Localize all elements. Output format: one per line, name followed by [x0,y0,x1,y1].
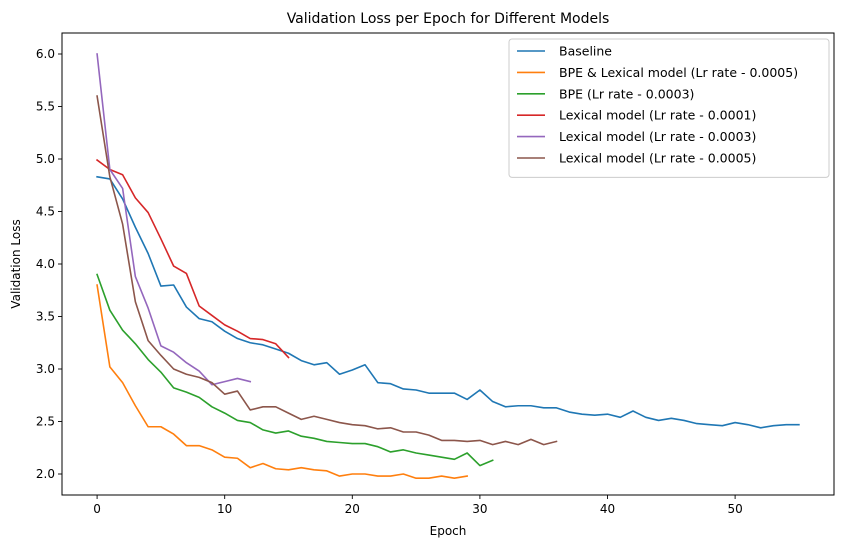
series-line-4 [96,53,252,386]
y-axis-label: Validation Loss [9,219,23,308]
legend-label-0: Baseline [559,44,612,59]
x-tick-label: 30 [472,502,487,516]
legend-label-2: BPE (Lr rate - 0.0003) [559,86,694,101]
y-tick-label: 4.5 [36,205,55,219]
x-tick-label: 0 [93,502,101,516]
legend-label-4: Lexical model (Lr rate - 0.0003) [559,129,756,144]
y-tick-label: 4.0 [36,257,55,271]
series-line-2 [96,273,494,467]
series-line-3 [95,158,290,359]
legend-label-5: Lexical model (Lr rate - 0.0005) [559,151,756,166]
chart-title: Validation Loss per Epoch for Different … [287,11,610,27]
y-tick-label: 6.0 [36,47,55,61]
x-axis-ticks: 0 10 20 30 40 50 [93,495,743,516]
y-tick-label: 5.0 [36,152,55,166]
x-tick-label: 50 [727,502,742,516]
series-line-0 [96,175,800,429]
legend-box [508,38,830,178]
y-axis-ticks: 2.0 2.5 3.0 3.5 4.0 4.5 5.0 5.5 6.0 [36,47,62,481]
y-tick-label: 5.5 [36,100,55,114]
x-tick-label: 10 [217,502,232,516]
y-tick-label: 2.0 [36,467,55,481]
legend-label-3: Lexical model (Lr rate - 0.0001) [559,108,756,123]
legend-label-1: BPE & Lexical model (Lr rate - 0.0005) [559,65,798,80]
y-tick-label: 3.0 [36,362,55,376]
x-tick-label: 20 [345,502,360,516]
x-tick-label: 40 [600,502,615,516]
legend: Baseline BPE & Lexical model (Lr rate - 0… [508,38,830,178]
x-axis-label: Epoch [430,524,467,538]
y-tick-label: 3.5 [36,310,55,324]
plot-lines [95,53,800,480]
series-line-1 [96,284,469,480]
y-tick-label: 2.5 [36,415,55,429]
series-line-5 [96,95,558,446]
